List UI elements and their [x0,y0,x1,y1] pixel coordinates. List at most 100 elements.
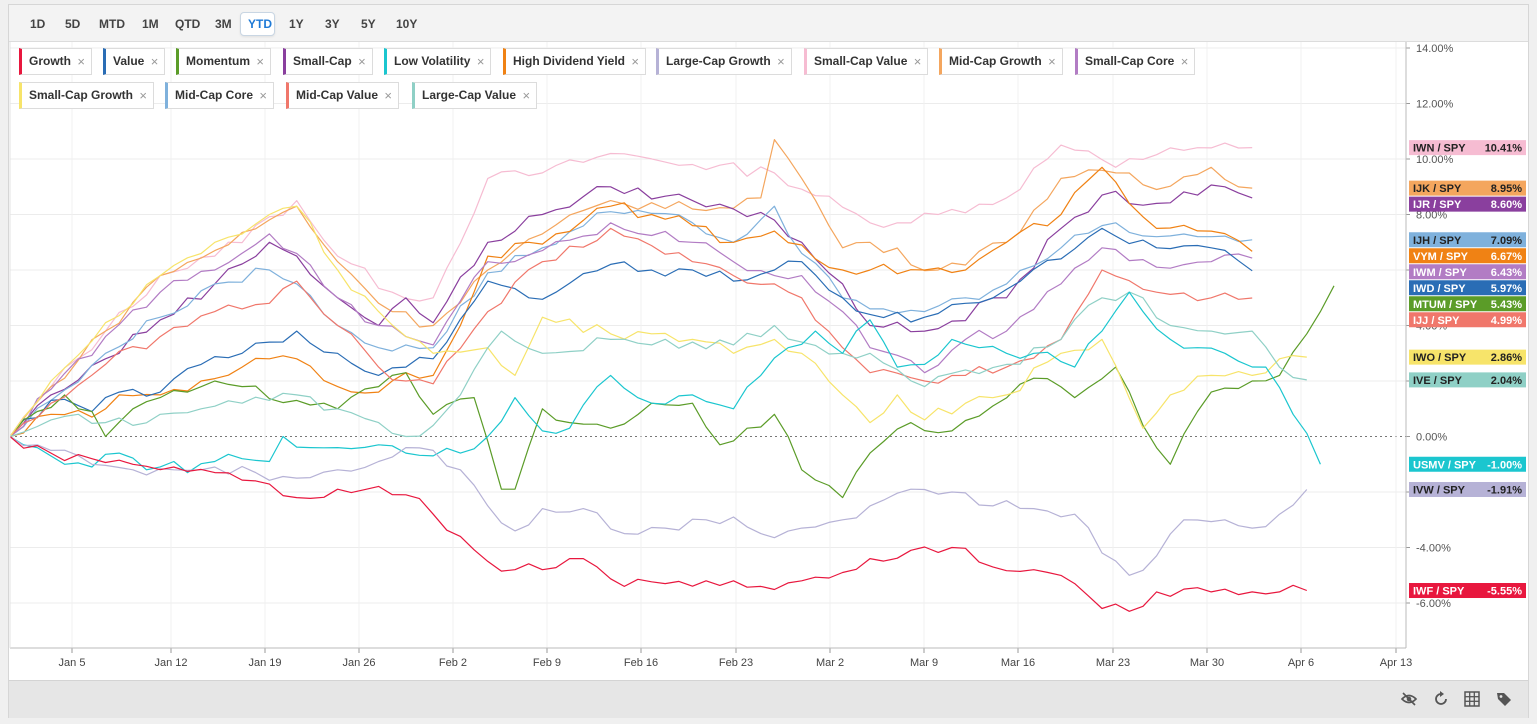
refresh-icon[interactable] [1432,690,1450,708]
range-5d-button[interactable]: 5D [65,17,81,31]
close-icon[interactable]: × [358,54,366,69]
legend-chip-value[interactable]: Value × [103,48,166,75]
end-label-value: 10.41% [1485,143,1523,155]
close-icon[interactable]: × [631,54,640,69]
series-line-high-dividend-yield [9,166,1253,438]
end-label-ticker: IWM / SPY [1413,267,1467,279]
legend-chip-mid-cap-value[interactable]: Mid-Cap Value × [286,82,400,109]
end-label-iwf: IWF / SPY -5.55% [1409,583,1526,599]
legend-label: Mid-Cap Core [175,88,253,102]
legend-label: Value [113,54,145,68]
x-tick-label: Jan 5 [59,657,86,669]
x-tick-label: Mar 2 [816,657,844,669]
legend-chip-small-cap-value[interactable]: Small-Cap Value × [804,48,929,75]
end-label-ticker: USMV / SPY [1413,459,1477,471]
legend-chip-small-cap-growth[interactable]: Small-Cap Growth × [19,82,155,109]
close-icon[interactable]: × [777,54,785,69]
end-label-ticker: IWO / SPY [1413,352,1467,364]
range-1d-button[interactable]: 1D [30,17,46,31]
end-label-ijk: IJK / SPY 8.95% [1409,180,1526,196]
legend-label: Small-Cap Value [814,54,908,68]
end-label-bg [1409,232,1526,248]
end-label-ticker: IWF / SPY [1413,586,1465,598]
close-icon[interactable]: × [139,88,148,103]
end-label-bg [1409,482,1526,498]
series-line-value [9,227,1253,437]
end-label-value: 5.97% [1491,283,1522,295]
end-label-value: 6.43% [1491,267,1522,279]
end-label-ticker: MTUM / SPY [1413,299,1478,311]
end-label-ticker: IVW / SPY [1413,485,1466,497]
end-label-value: 2.04% [1491,375,1522,387]
end-label-bg [1409,196,1526,212]
range-toolbar: 1D 5D MTD 1M QTD 3M YTD 1Y 3Y 5Y 10Y [9,5,1528,42]
x-tick-label: Feb 2 [439,657,467,669]
range-3y-button[interactable]: 3Y [325,17,340,31]
range-1m-button[interactable]: 1M [142,17,159,31]
range-1y-button[interactable]: 1Y [289,17,304,31]
legend-chip-momentum[interactable]: Momentum × [176,48,271,75]
legend-label: Mid-Cap Value [296,88,379,102]
eye-off-icon[interactable] [1400,690,1418,708]
x-tick-label: Mar 9 [910,657,938,669]
end-label-value: 8.95% [1491,183,1522,195]
series-line-growth [9,436,1308,612]
end-label-bg [1409,140,1526,156]
close-icon[interactable]: × [259,88,267,103]
x-tick-label: Mar 16 [1001,657,1035,669]
end-label-bg [1409,264,1526,280]
chart-gridlines [10,42,1406,648]
legend-chip-low-volatility[interactable]: Low Volatility × [384,48,492,75]
end-label-ticker: IVE / SPY [1413,375,1463,387]
legend-label: Momentum [186,54,250,68]
series-line-large-cap-value [9,291,1307,438]
x-tick-label: Jan 26 [342,657,375,669]
y-tick-label: -6.00% [1416,598,1451,610]
close-icon[interactable]: × [476,54,485,69]
legend-label: Large-Cap Value [422,88,517,102]
end-label-bg [1409,456,1526,472]
legend-chip-large-cap-growth[interactable]: Large-Cap Growth × [656,48,792,75]
end-label-ticker: IWN / SPY [1413,143,1466,155]
end-label-ticker: IJK / SPY [1413,183,1462,195]
range-5y-button[interactable]: 5Y [361,17,376,31]
close-icon[interactable]: × [384,88,393,103]
close-icon[interactable]: × [77,54,85,69]
legend-chip-mid-cap-core[interactable]: Mid-Cap Core × [165,82,274,109]
range-ytd-button[interactable]: YTD [240,12,275,36]
end-label-value: -1.91% [1487,485,1522,497]
legend-label: Large-Cap Growth [666,54,771,68]
range-3m-button[interactable]: 3M [215,17,232,31]
close-icon[interactable]: × [1048,54,1056,69]
legend-chip-mid-cap-growth[interactable]: Mid-Cap Growth × [939,48,1063,75]
x-tick-label: Jan 19 [248,657,281,669]
close-icon[interactable]: × [522,88,531,103]
range-mtd-button[interactable]: MTD [99,17,125,31]
legend-chip-small-cap-core[interactable]: Small-Cap Core × [1075,48,1196,75]
end-label-ive: IVE / SPY 2.04% [1409,372,1526,388]
end-label-value: 2.86% [1491,352,1522,364]
end-label-bg [1409,248,1526,264]
legend-chip-small-cap[interactable]: Small-Cap × [283,48,373,75]
range-10y-button[interactable]: 10Y [396,17,418,31]
legend-label: Small-Cap [293,54,352,68]
end-label-bg [1409,180,1526,196]
grid-icon[interactable] [1463,690,1481,708]
close-icon[interactable]: × [913,54,922,69]
y-tick-label: -4.00% [1416,543,1451,555]
legend-chip-high-dividend-yield[interactable]: High Dividend Yield × [503,48,647,75]
end-label-bg [1409,372,1526,388]
legend-chip-growth[interactable]: Growth × [19,48,92,75]
series-line-small-cap [9,184,1253,437]
series-line-mid-cap-core [9,205,1253,437]
end-label-value: -5.55% [1487,586,1522,598]
close-icon[interactable]: × [150,54,159,69]
series-line-momentum [9,285,1335,499]
close-icon[interactable]: × [1180,54,1189,69]
close-icon[interactable]: × [256,54,264,69]
legend-chip-large-cap-value[interactable]: Large-Cap Value × [412,82,538,109]
end-label-ivw: IVW / SPY -1.91% [1409,482,1526,498]
tag-icon[interactable] [1495,690,1513,708]
chart-series-lines [9,139,1335,612]
range-qtd-button[interactable]: QTD [175,17,201,31]
